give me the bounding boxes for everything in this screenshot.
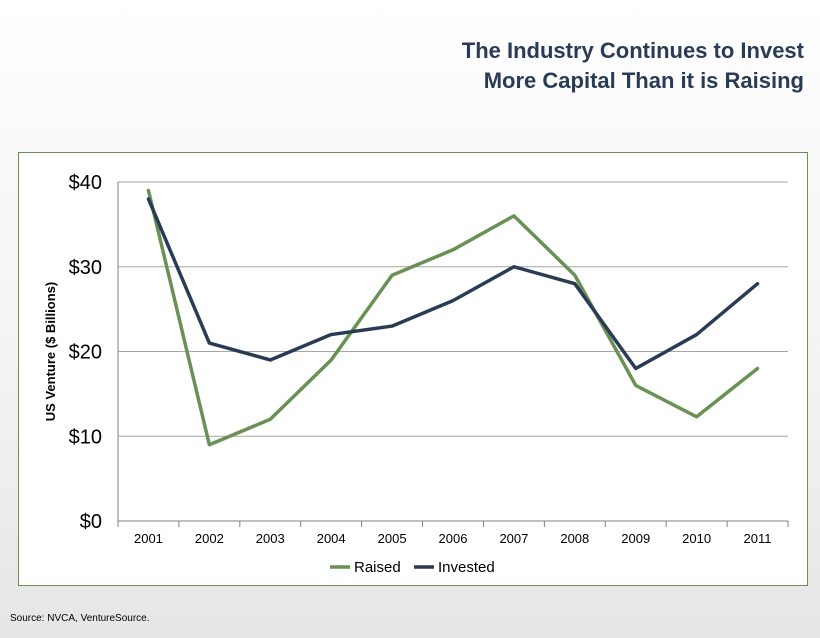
y-tick-label: $10 — [69, 426, 102, 448]
slide-title: The Industry Continues to Invest More Ca… — [462, 36, 804, 96]
x-tick-label: 2011 — [744, 531, 772, 546]
x-tick-label: 2010 — [682, 531, 711, 546]
x-tick-label: 2004 — [317, 531, 346, 546]
y-tick-label: $20 — [69, 342, 102, 364]
legend-label-raised: Raised — [354, 559, 401, 576]
x-tick-label: 2009 — [621, 531, 650, 546]
x-tick-label: 2007 — [499, 531, 528, 546]
y-tick-label: $0 — [80, 511, 102, 533]
chart-frame — [18, 152, 808, 586]
legend-label-invested: Invested — [438, 559, 495, 576]
series-line-invested — [146, 197, 760, 371]
x-tick-label: 2006 — [439, 531, 468, 546]
y-tick-label: $40 — [69, 172, 102, 194]
x-tick-label: 2001 — [134, 531, 163, 546]
y-tick-label: $30 — [69, 257, 102, 279]
x-tick-label: 2002 — [195, 531, 224, 546]
x-tick-label: 2008 — [560, 531, 589, 546]
title-line-2: More Capital Than it is Raising — [483, 68, 804, 93]
x-tick-label: 2005 — [378, 531, 407, 546]
source-note: Source: NVCA, VentureSource. — [10, 613, 150, 624]
x-tick-label: 2003 — [256, 531, 285, 546]
title-line-1: The Industry Continues to Invest — [461, 38, 804, 63]
series-line-raised — [146, 188, 760, 447]
y-axis-title: US Venture ($ Billions) — [43, 282, 58, 421]
